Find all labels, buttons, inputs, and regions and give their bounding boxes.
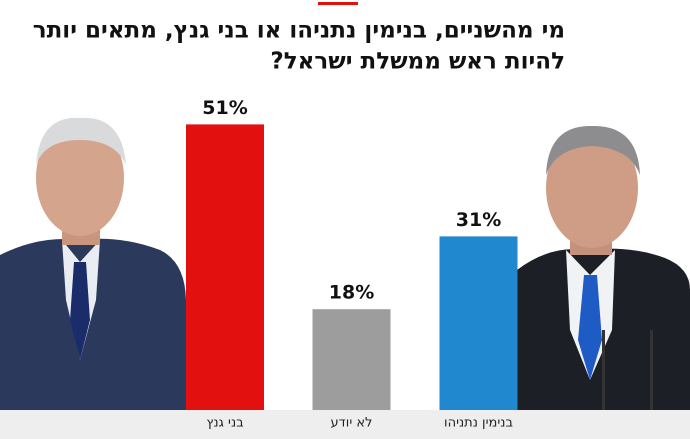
portrait-left [0,117,186,410]
label-strip [0,410,690,439]
x-tick-label: בני גנץ [206,416,243,431]
bar [439,236,518,410]
value-label: 51% [202,97,247,119]
bar [312,309,391,410]
value-label: 18% [329,282,374,304]
portrait-right [517,125,690,410]
chart-title: להיות ראש ממשלת ישראל? [270,49,565,75]
x-tick-label: לא יודע [331,416,373,431]
chart-title: מי מהשניים, בנימין נתניהו או בני גנץ, מת… [33,18,565,44]
logo-mark [318,2,358,5]
bar [186,124,264,411]
x-tick-label: בנימין נתניהו [444,416,513,431]
value-label: 31% [456,209,501,231]
